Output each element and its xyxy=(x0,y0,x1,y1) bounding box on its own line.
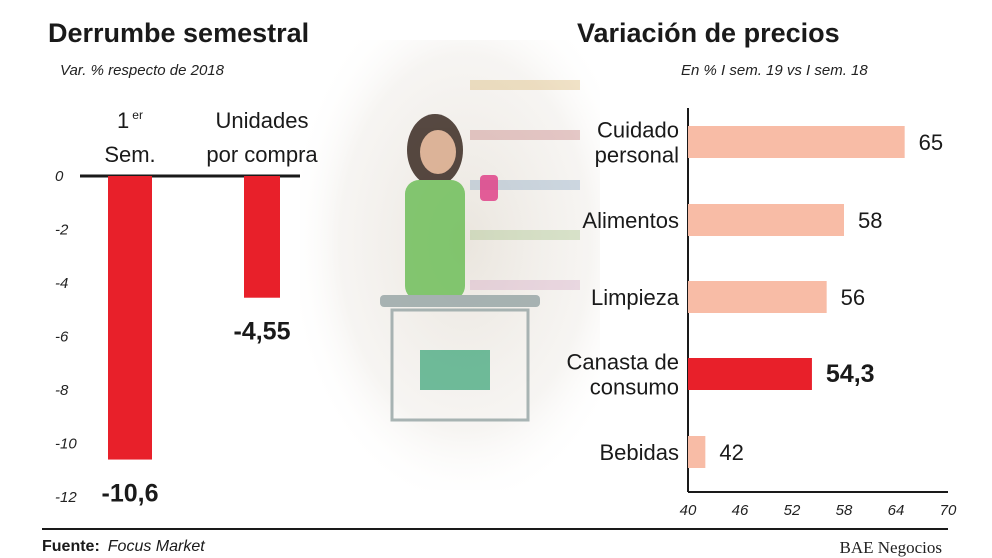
bar xyxy=(688,436,706,468)
y-tick-label: 0 xyxy=(55,168,64,185)
x-tick-label: 64 xyxy=(888,502,905,519)
category-label: Cuidado xyxy=(597,118,679,143)
y-tick-label: -2 xyxy=(55,222,69,239)
bar-value-label: 54,3 xyxy=(826,360,875,388)
category-label: Limpieza xyxy=(591,285,680,310)
x-tick-label: 40 xyxy=(680,502,697,519)
bar-value-label: -4,55 xyxy=(234,318,291,346)
left-chart-title: Derrumbe semestral xyxy=(48,18,310,48)
right-chart-title: Variación de precios xyxy=(577,18,840,48)
charts-canvas: 0 -2 -4 -6 -8 -10 -12 -10,6 1 er Sem. -4,55 Unidades… xyxy=(55,108,957,519)
right-chart-subtitle: En % I sem. 19 vs I sem. 18 xyxy=(681,62,868,79)
left-chart-subtitle: Var. % respecto de 2018 xyxy=(60,62,224,79)
category-label: Canasta de xyxy=(566,350,679,375)
bar xyxy=(688,358,812,390)
category-label: consumo xyxy=(590,375,679,400)
footer-source: Fuente: Focus Market xyxy=(42,538,205,556)
bar-value-label: 42 xyxy=(719,440,743,465)
bar-value-label: -10,6 xyxy=(102,480,159,508)
bar xyxy=(688,126,905,158)
category-label: por compra xyxy=(206,142,318,167)
y-tick-label: -6 xyxy=(55,329,69,346)
x-tick-label: 70 xyxy=(940,502,957,519)
shopper-photo xyxy=(300,40,600,490)
category-label: Alimentos xyxy=(582,208,679,233)
x-tick-label: 58 xyxy=(836,502,853,519)
footer-divider xyxy=(42,528,948,530)
source-value: Focus Market xyxy=(107,538,205,555)
bar xyxy=(244,176,280,298)
y-tick-label: -8 xyxy=(55,382,69,399)
bar-value-label: 56 xyxy=(841,285,865,310)
bar xyxy=(688,204,844,236)
y-tick-label: -10 xyxy=(55,436,77,453)
category-label: Bebidas xyxy=(599,440,679,465)
category-label: Unidades xyxy=(216,108,309,133)
category-label: personal xyxy=(595,143,679,168)
x-tick-label: 46 xyxy=(732,502,749,519)
y-tick-label: -4 xyxy=(55,275,68,292)
bar-value-label: 58 xyxy=(858,208,882,233)
brand-logo: BAE Negocios xyxy=(839,538,942,557)
x-tick-label: 52 xyxy=(784,502,801,519)
category-label: 1 er xyxy=(117,108,143,133)
bar-value-label: 65 xyxy=(919,130,943,155)
bar xyxy=(108,176,152,460)
category-label: Sem. xyxy=(104,142,155,167)
source-label: Fuente: xyxy=(42,538,100,555)
bar xyxy=(688,281,827,313)
y-tick-label: -12 xyxy=(55,489,77,506)
